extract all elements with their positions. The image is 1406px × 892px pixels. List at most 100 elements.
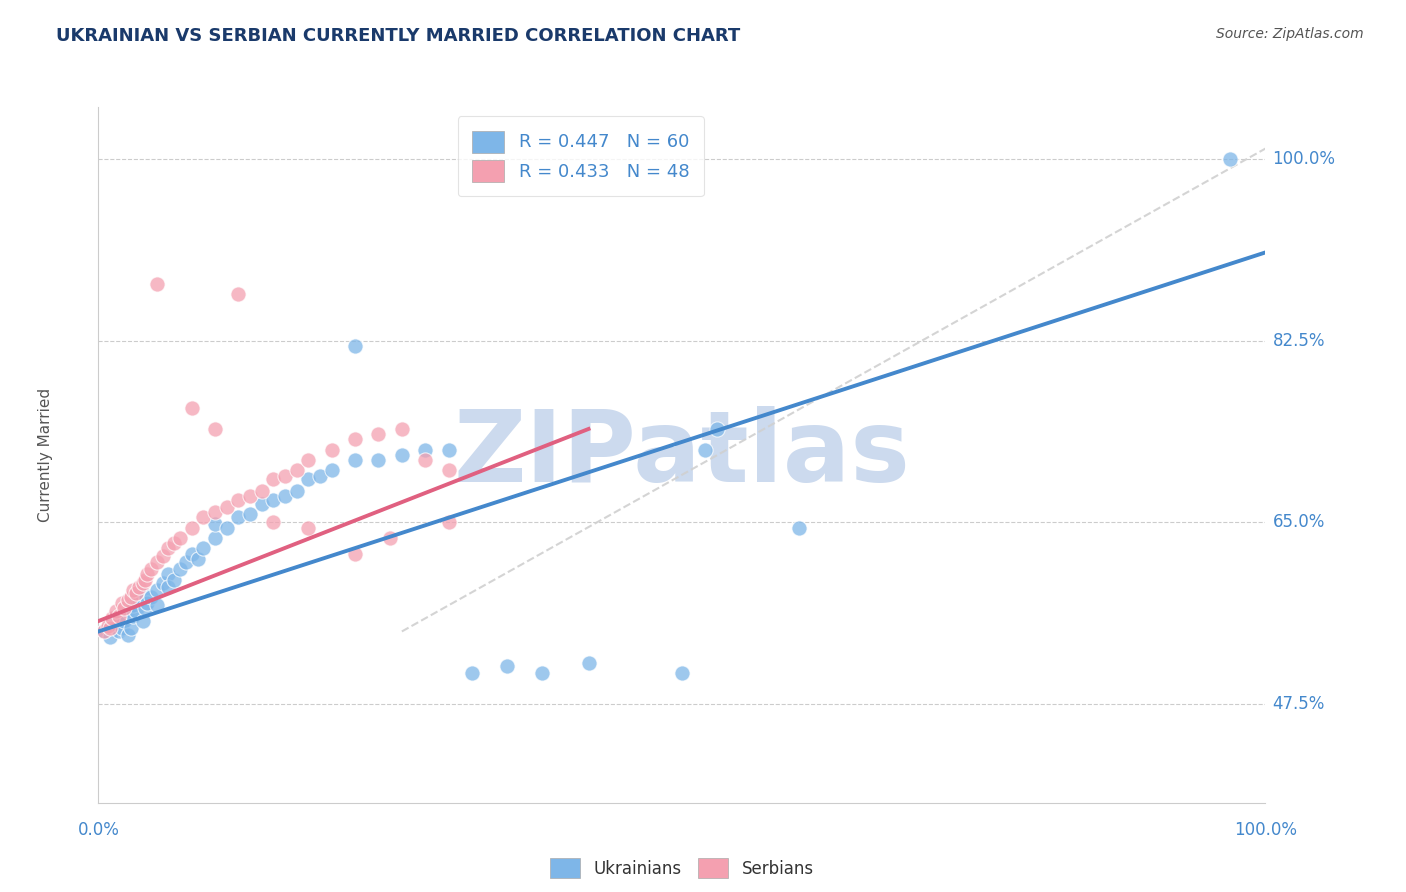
Point — [98, 621, 121, 635]
Point — [297, 453, 319, 467]
Point — [163, 536, 186, 550]
Point — [344, 547, 367, 561]
Point — [215, 520, 238, 534]
Point — [174, 555, 197, 569]
Point — [321, 463, 343, 477]
Point — [97, 619, 120, 633]
Point — [187, 551, 209, 566]
Point — [413, 442, 436, 457]
Point — [461, 665, 484, 680]
Text: 100.0%: 100.0% — [1272, 150, 1336, 168]
Point — [239, 490, 262, 504]
Point — [250, 484, 273, 499]
Text: 47.5%: 47.5% — [1272, 695, 1324, 713]
Point — [321, 442, 343, 457]
Point — [297, 472, 319, 486]
Point — [146, 599, 169, 613]
Point — [139, 562, 162, 576]
Point — [152, 549, 174, 563]
Point — [134, 573, 156, 587]
Point — [146, 555, 169, 569]
Point — [112, 614, 135, 628]
Point — [132, 575, 155, 590]
Point — [344, 453, 367, 467]
Point — [413, 453, 436, 467]
Point — [228, 492, 250, 507]
Point — [180, 401, 202, 416]
Point — [120, 621, 142, 635]
Point — [193, 541, 215, 556]
Text: 65.0%: 65.0% — [1272, 514, 1324, 532]
Point — [530, 665, 553, 680]
Point — [297, 520, 319, 534]
Text: UKRAINIAN VS SERBIAN CURRENTLY MARRIED CORRELATION CHART: UKRAINIAN VS SERBIAN CURRENTLY MARRIED C… — [56, 27, 741, 45]
Point — [128, 580, 150, 594]
Point — [146, 582, 169, 597]
Text: 82.5%: 82.5% — [1272, 332, 1324, 350]
Point — [132, 614, 155, 628]
Point — [367, 453, 389, 467]
Point — [180, 547, 202, 561]
Point — [239, 507, 262, 521]
Point — [93, 624, 115, 639]
Text: Source: ZipAtlas.com: Source: ZipAtlas.com — [1216, 27, 1364, 41]
Point — [378, 531, 402, 545]
Point — [111, 596, 134, 610]
Point — [262, 492, 284, 507]
Point — [215, 500, 238, 514]
Point — [97, 621, 120, 635]
Point — [111, 608, 134, 623]
Point — [706, 422, 728, 436]
Point — [274, 490, 297, 504]
Point — [180, 520, 202, 534]
Point — [93, 624, 115, 639]
Point — [125, 604, 148, 618]
Point — [437, 463, 460, 477]
Point — [108, 624, 131, 639]
Point — [367, 427, 389, 442]
Point — [274, 468, 297, 483]
Point — [578, 656, 600, 670]
Legend: Ukrainians, Serbians: Ukrainians, Serbians — [544, 851, 820, 885]
Point — [262, 472, 284, 486]
Point — [163, 573, 186, 587]
Text: ZIPatlas: ZIPatlas — [454, 407, 910, 503]
Point — [1219, 152, 1241, 166]
Point — [391, 422, 413, 436]
Point — [344, 433, 367, 447]
Point — [169, 531, 191, 545]
Point — [128, 593, 150, 607]
Point — [250, 497, 273, 511]
Point — [101, 611, 124, 625]
Point — [437, 516, 460, 530]
Point — [495, 658, 517, 673]
Point — [309, 468, 332, 483]
Point — [157, 580, 180, 594]
Point — [152, 575, 174, 590]
Point — [134, 600, 156, 615]
Point — [157, 541, 180, 556]
Point — [134, 588, 156, 602]
Text: 100.0%: 100.0% — [1234, 822, 1296, 839]
Point — [262, 516, 284, 530]
Point — [285, 484, 308, 499]
Point — [285, 463, 308, 477]
Point — [204, 422, 226, 436]
Text: 0.0%: 0.0% — [77, 822, 120, 839]
Point — [104, 604, 127, 618]
Point — [108, 608, 131, 623]
Point — [437, 442, 460, 457]
Point — [136, 596, 159, 610]
Point — [101, 617, 124, 632]
Point — [157, 567, 180, 582]
Point — [98, 619, 121, 633]
Point — [146, 277, 169, 291]
Point — [117, 593, 139, 607]
Point — [695, 442, 717, 457]
Point — [204, 517, 226, 532]
Point — [136, 567, 159, 582]
Point — [104, 611, 127, 625]
Point — [122, 582, 145, 597]
Point — [169, 562, 191, 576]
Point — [120, 590, 142, 604]
